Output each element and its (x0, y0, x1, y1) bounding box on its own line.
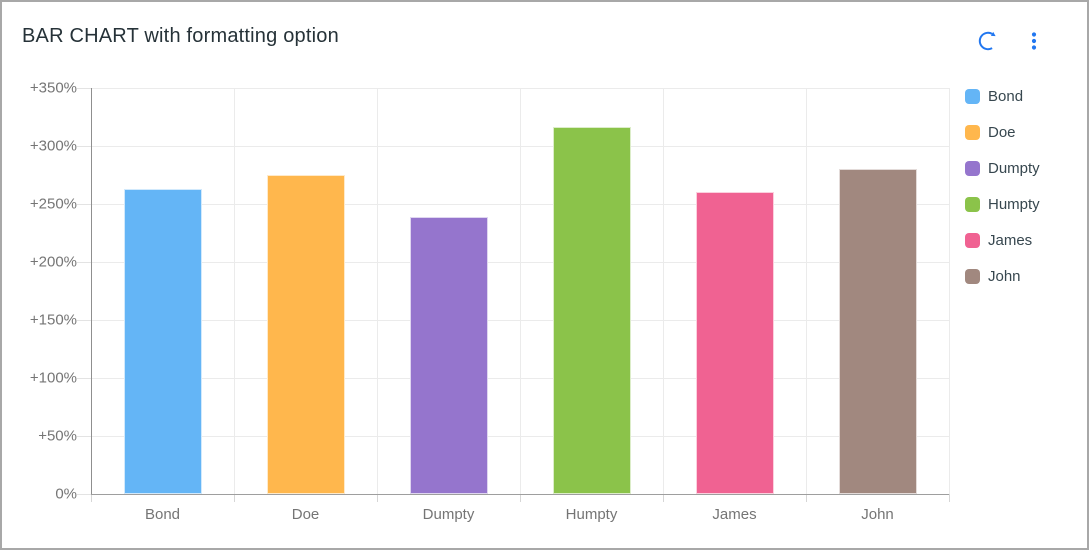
page-title: BAR CHART with formatting option (22, 25, 339, 47)
x-axis-label: Bond (144, 506, 181, 523)
x-axis-tick (663, 494, 664, 502)
refresh-icon (976, 29, 1000, 56)
gridline-vertical (806, 88, 807, 494)
y-axis-label: 0% (55, 485, 77, 503)
legend-item-dumpty[interactable]: Dumpty (965, 160, 1040, 177)
x-axis-line (91, 494, 949, 495)
gridline-vertical (949, 88, 950, 494)
x-axis-tick (806, 494, 807, 502)
bar-james[interactable] (695, 192, 774, 494)
y-axis-tick (77, 436, 91, 437)
x-axis-tick (377, 494, 378, 502)
y-axis-tick (77, 378, 91, 379)
x-axis-label: Dumpty (422, 506, 475, 523)
legend-label: John (988, 268, 1021, 285)
y-axis-label: +300% (29, 137, 77, 155)
kebab-menu-icon (1022, 29, 1046, 56)
y-axis-label: +100% (29, 369, 77, 387)
legend-item-james[interactable]: James (965, 232, 1032, 249)
bar-doe[interactable] (266, 175, 345, 494)
bar-chart: 0% +50% +100% +150% +200% +250% +300% +350% Bond… (2, 66, 1087, 548)
refresh-button[interactable] (974, 28, 1002, 56)
x-axis-tick (91, 494, 92, 502)
x-axis-tick (520, 494, 521, 502)
legend-swatch-icon (965, 197, 980, 212)
legend-label: James (988, 232, 1033, 249)
x-axis-tick (234, 494, 235, 502)
y-axis-line (91, 88, 92, 495)
x-axis-tick (949, 494, 950, 502)
y-axis-label: +200% (29, 253, 77, 271)
y-axis-label: +50% (38, 427, 77, 445)
legend-swatch-icon (965, 233, 980, 248)
legend-label: Humpty (988, 196, 1040, 213)
legend-item-humpty[interactable]: Humpty (965, 196, 1040, 213)
x-axis-label: James (712, 506, 757, 523)
legend-label: Bond (988, 88, 1024, 105)
y-axis-label: +350% (29, 79, 77, 97)
y-axis-tick (77, 88, 91, 89)
widget-header: BAR CHART with formatting option (2, 2, 1087, 66)
gridline-vertical (663, 88, 664, 494)
bar-bond[interactable] (123, 188, 202, 494)
bar-humpty[interactable] (552, 127, 631, 494)
legend-swatch-icon (965, 89, 980, 104)
x-axis-label: Doe (291, 506, 320, 523)
y-axis-tick (77, 494, 91, 495)
legend-label: Dumpty (988, 160, 1040, 177)
y-axis-label: +150% (29, 311, 77, 329)
legend-swatch-icon (965, 125, 980, 140)
x-axis-label: Humpty (565, 506, 618, 523)
x-axis-label: John (861, 506, 894, 523)
legend-label: Doe (988, 124, 1016, 141)
gridline-vertical (520, 88, 521, 494)
legend-swatch-icon (965, 161, 980, 176)
bar-dumpty[interactable] (409, 216, 488, 494)
legend-item-doe[interactable]: Doe (965, 124, 1016, 141)
legend-item-bond[interactable]: Bond (965, 88, 1023, 105)
y-axis-tick (77, 320, 91, 321)
kebab-menu-button[interactable] (1020, 28, 1048, 56)
gridline-vertical (377, 88, 378, 494)
legend-swatch-icon (965, 269, 980, 284)
y-axis-tick (77, 262, 91, 263)
bar-john[interactable] (838, 169, 917, 494)
gridline-vertical (234, 88, 235, 494)
y-axis-tick (77, 204, 91, 205)
y-axis-tick (77, 146, 91, 147)
legend-item-john[interactable]: John (965, 268, 1021, 285)
y-axis-label: +250% (29, 195, 77, 213)
